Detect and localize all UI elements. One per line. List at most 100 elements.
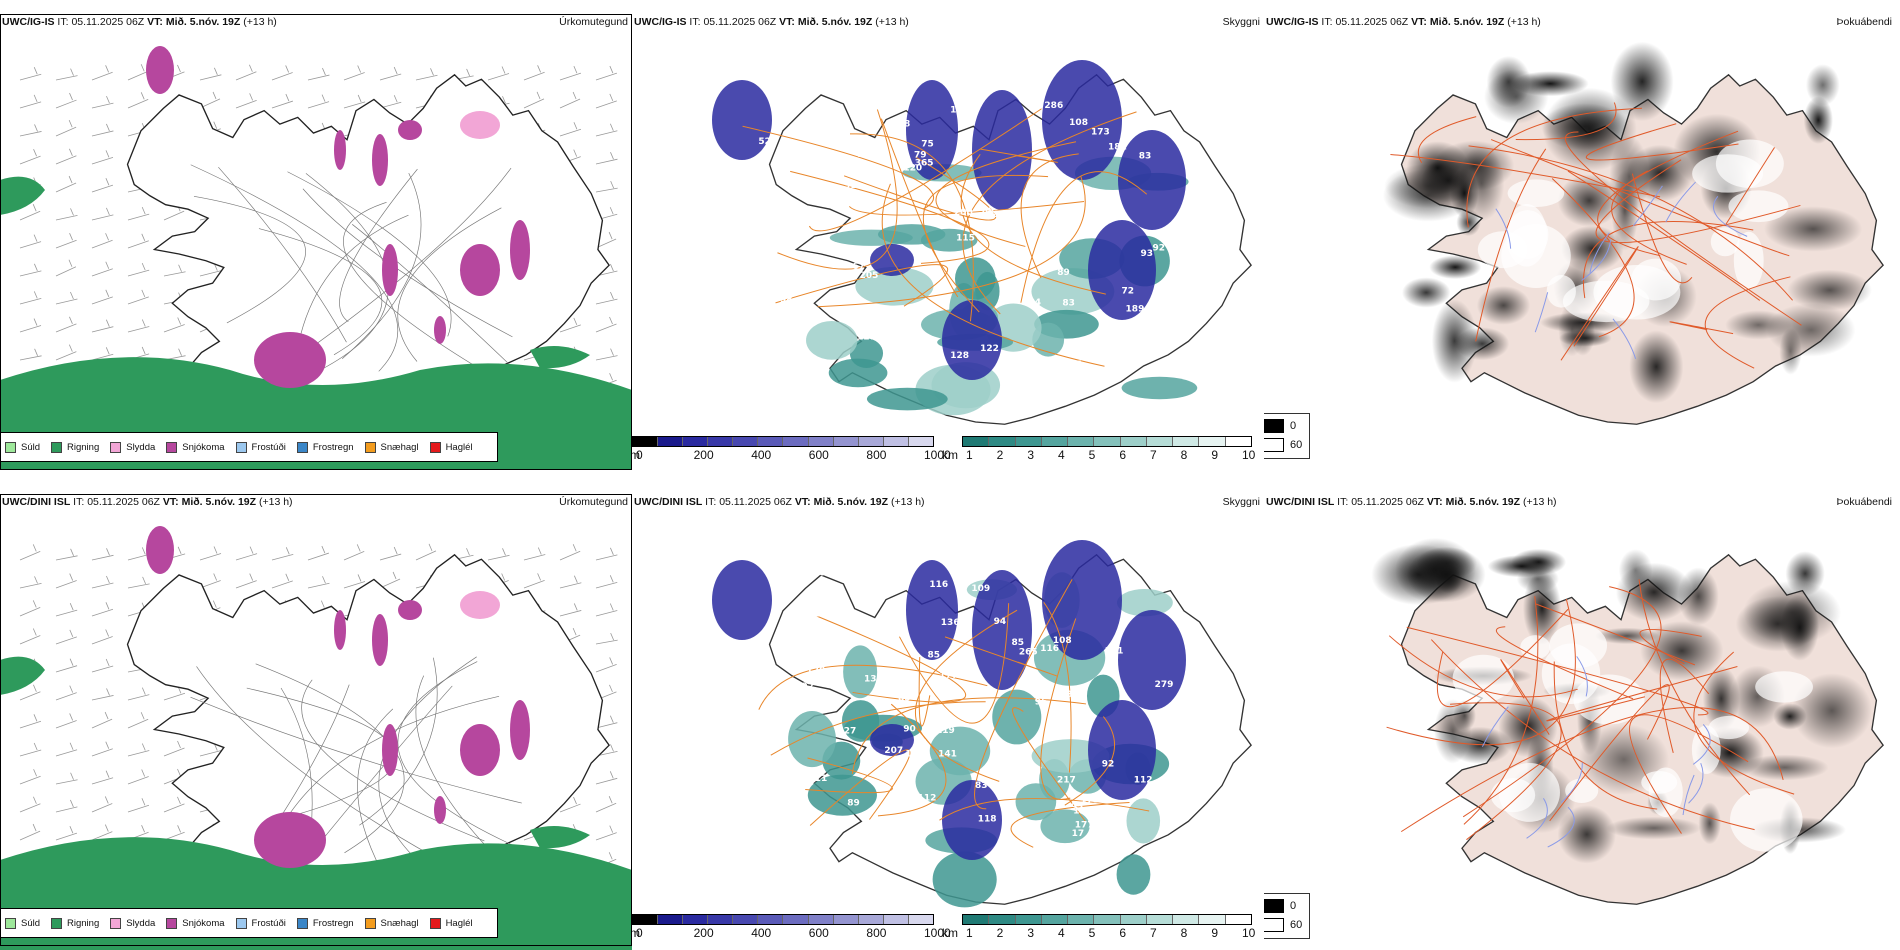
colorbar-tick: 2: [996, 926, 1004, 940]
colorbar-tick: 10: [1242, 448, 1256, 462]
legend-item: Snjókoma: [166, 917, 225, 929]
cloud-base-label: 111: [1160, 303, 1179, 313]
cloud-base-label: 108: [1069, 118, 1088, 128]
low-cloud-area: [1088, 220, 1156, 320]
cloud-base-label: 116: [929, 580, 948, 590]
vt-value: Mið. 5.nóv. 19Z: [165, 16, 241, 28]
offset: (+13 h): [875, 16, 909, 28]
cloud-base-label: 111: [1105, 647, 1124, 657]
cloud-base-label: 200: [954, 208, 973, 218]
cloud-map-top: 128 120 91 83 83 85 91 144 111 06 88 92 81 72 101 90 75 8…: [712, 60, 1252, 425]
snow-area: [398, 120, 422, 140]
cloud-base-label: 88: [982, 206, 995, 216]
fog-legend-swatch: [1264, 918, 1284, 932]
cloud-base-label: 98: [780, 295, 793, 305]
colorbar-tick: 6: [1119, 448, 1127, 462]
legend-label: Snæhagl: [380, 441, 419, 453]
colorbar-tick: 4: [1058, 448, 1065, 462]
colorbar-swatches: [962, 436, 1252, 447]
cloud-base-label: 953: [804, 127, 823, 137]
fog-panel-top: UWC/IG-IS IT: 05.11.2025 06Z VT: Mið. 5.…: [1264, 10, 1900, 470]
cloud-base-label: 91: [782, 242, 795, 252]
snow-area: [254, 332, 326, 388]
colorbar-tick: 2: [996, 448, 1004, 462]
cloud-base-label: 136: [941, 618, 960, 628]
cloud-base-label: 83: [975, 781, 988, 791]
it-label: IT:: [689, 16, 701, 28]
colorbar-tick: 7: [1150, 926, 1157, 940]
cloud-base-label: 90: [903, 724, 916, 734]
model-name: UWC/IG-IS: [1266, 16, 1319, 28]
legend-item: Frostregn: [296, 441, 354, 453]
vt-label: VT:: [147, 16, 163, 28]
legend-item: Slydda: [110, 441, 156, 453]
cloud-base-label: 67: [852, 262, 865, 272]
colorbar-swatches: [632, 914, 934, 925]
cloud-base-label: 227: [837, 726, 856, 736]
cloud-base-label: 141: [938, 749, 957, 759]
cloud-base-label: 95: [1071, 803, 1084, 813]
cloud-base-label: 279: [1155, 680, 1174, 690]
cloud-base-label: 173: [1080, 796, 1099, 806]
legend-label: Slydda: [126, 441, 156, 453]
cloud-base-label: 112: [1134, 776, 1153, 786]
cloud-base-label: 205: [860, 271, 879, 281]
fog-legend-swatch: [1264, 419, 1284, 433]
iceland-outline: [126, 73, 610, 425]
offset: (+13 h): [243, 16, 277, 28]
panel-header: UWC/IG-IS IT: 05.11.2025 06Z VT: Mið. 5.…: [634, 16, 909, 28]
legend-swatch: [5, 917, 16, 929]
cloud-base-label: 119: [936, 726, 955, 736]
snow-area: [334, 130, 346, 170]
cloud-base-label: 109: [815, 609, 834, 619]
snow-area: [382, 244, 398, 296]
cloud-base-label: 142: [880, 625, 899, 635]
legend-label: Frostúði: [251, 917, 286, 929]
snow-area: [372, 134, 388, 186]
cloud-base-label: 92: [801, 682, 814, 692]
vt-label: VT:: [1426, 496, 1443, 508]
cloud-base-label: 173: [1091, 128, 1110, 138]
legend-item: Haglél: [429, 917, 473, 929]
legend-swatch: [364, 441, 376, 453]
fog-legend: 0 60: [1264, 413, 1310, 459]
snow-area: [510, 700, 530, 760]
legend-swatch: [166, 917, 178, 929]
it-value: 05.11.2025 06Z: [87, 496, 160, 508]
legend-label: Rigning: [67, 917, 100, 929]
fog-legend-item: 0: [1264, 419, 1309, 433]
model-name: UWC/IG-IS: [634, 16, 687, 28]
panel-header: UWC/IG-IS IT: 05.11.2025 06Z VT: Mið. 5.…: [2, 16, 277, 28]
iceland-outline: [126, 553, 610, 905]
colorbar-tick: 7: [1150, 448, 1157, 462]
snow-area: [398, 600, 422, 620]
legend-label: Súld: [21, 441, 41, 453]
legend-label: Haglél: [445, 917, 473, 929]
cloud-base-label: 120: [807, 666, 826, 676]
cloud-base-label: 135: [1073, 807, 1092, 817]
cloud-base-label: 207: [884, 746, 903, 756]
cloud-base-label: 89: [847, 799, 860, 809]
cloud-base-label: 75: [921, 139, 934, 149]
it-value: 05.11.2025 06Z: [1351, 496, 1424, 508]
colorbar-tick: 600: [808, 926, 829, 940]
colorbar-tick: 600: [808, 448, 829, 462]
colorbar-tick: 0: [636, 448, 643, 462]
cloud-base-label: 85: [927, 651, 940, 661]
legend-swatch: [166, 441, 178, 453]
legend-label: Snjókoma: [182, 441, 225, 453]
colorbar-tick: 0: [636, 926, 643, 940]
colorbar-unit: km: [942, 448, 958, 462]
cloud-base-label: 115: [901, 314, 920, 324]
cloud-base-label: 89: [797, 644, 810, 654]
legend-item: Snjókoma: [166, 441, 225, 453]
colorbar-tick: 5: [1088, 926, 1096, 940]
snow-area: [460, 244, 500, 296]
road-network: [758, 579, 1150, 848]
legend-item: Frostúði: [235, 441, 286, 453]
cloud-base-label: 93: [1060, 690, 1073, 700]
cloud-panel-top: 128 120 91 83 83 85 91 144 111 06 88 92 81 72 101 90 75 8…: [632, 10, 1264, 470]
cloud-base-label: 122: [980, 344, 999, 354]
panel-header: UWC/IG-IS IT: 05.11.2025 06Z VT: Mið. 5.…: [1266, 16, 1541, 28]
legend-swatch: [296, 917, 308, 929]
